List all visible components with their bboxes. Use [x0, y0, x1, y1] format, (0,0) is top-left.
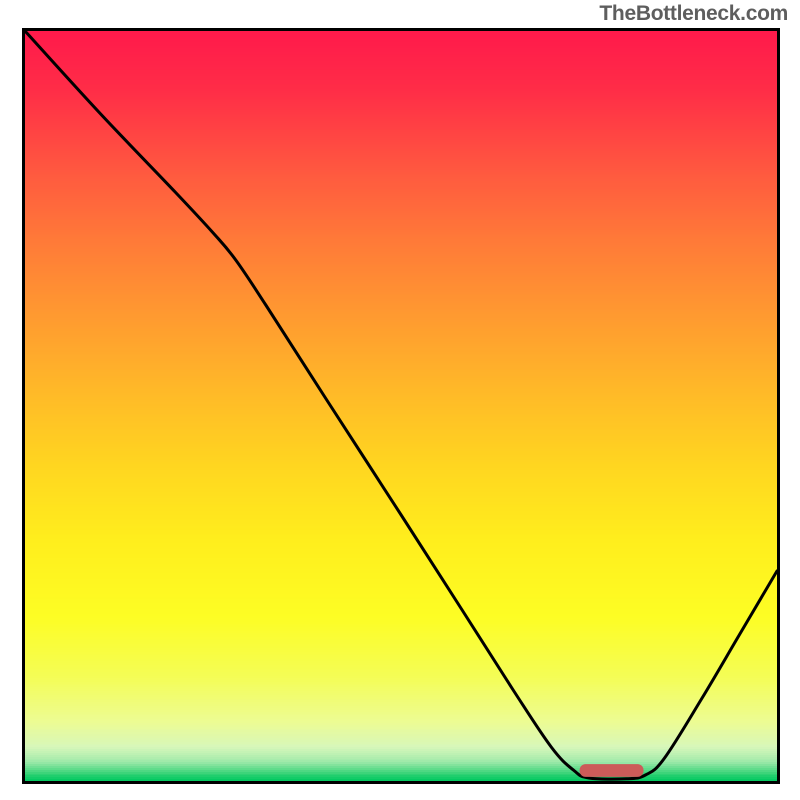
- chart-container: TheBottleneck.com: [0, 0, 800, 800]
- marker-bar: [580, 764, 644, 777]
- bottleneck-curve: [25, 31, 777, 779]
- plot-border: [24, 30, 779, 783]
- plot-overlay-svg: [0, 0, 800, 800]
